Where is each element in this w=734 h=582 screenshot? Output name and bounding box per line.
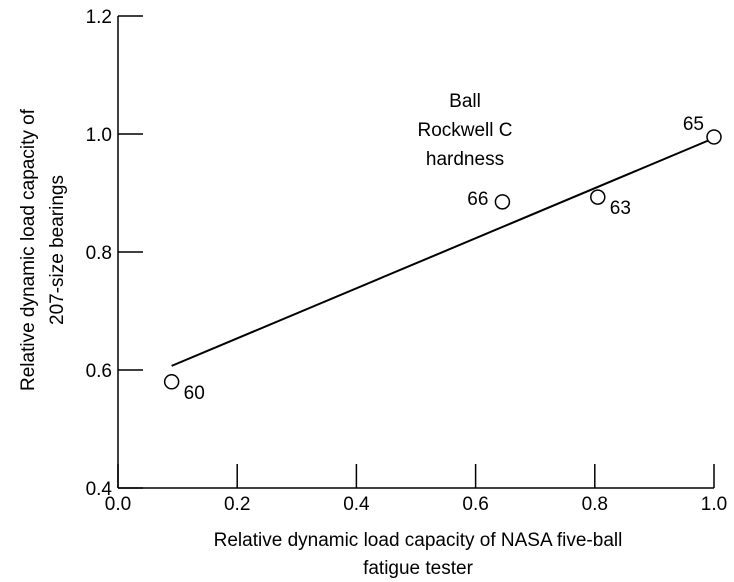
- data-point-marker: [163, 374, 180, 390]
- x-tick-label: 0.0: [105, 494, 131, 515]
- data-point-label: 66: [467, 189, 488, 210]
- x-tick-label: 0.8: [582, 494, 608, 515]
- axes: [117, 16, 714, 489]
- data-point-marker: [590, 189, 606, 205]
- data-point-marker: [494, 194, 511, 210]
- fit-line: [171, 137, 715, 367]
- x-axis-title-line-1: Relative dynamic load capacity of NASA f…: [214, 530, 623, 551]
- y-tick-label: 0.4: [86, 479, 113, 500]
- annotation-line-1: Ball: [449, 91, 481, 112]
- y-tick-label: 1.2: [86, 7, 112, 28]
- y-tick-label: 0.8: [86, 243, 112, 264]
- data-point-label: 63: [610, 198, 631, 219]
- y-axis-title-line-1: Relative dynamic load capacity of: [18, 108, 39, 391]
- data-point-label: 65: [683, 114, 704, 135]
- y-tick-label: 1.0: [86, 125, 112, 146]
- data-point-marker: [706, 129, 722, 145]
- x-tick-label: 0.4: [343, 494, 370, 515]
- y-tick-label: 0.6: [86, 361, 112, 382]
- x-axis-ticks: 0.0 0.2 0.4 0.6 0.8 1.0: [105, 464, 727, 515]
- annotation-line-3: hardness: [426, 149, 504, 170]
- data-points: 60 66 63 65: [163, 114, 722, 404]
- annotation-line-2: Rockwell C: [417, 120, 512, 141]
- x-axis-title-line-2: fatigue tester: [363, 558, 474, 579]
- data-point-label: 60: [184, 383, 205, 404]
- y-axis-ticks: 0.4 0.6 0.8 1.0 1.2: [86, 7, 143, 500]
- x-tick-label: 1.0: [701, 494, 727, 515]
- x-tick-label: 0.6: [462, 494, 488, 515]
- fit-line-group: [171, 137, 715, 367]
- x-tick-label: 0.2: [224, 494, 250, 515]
- y-axis-title-line-2: 207-size bearings: [47, 175, 68, 325]
